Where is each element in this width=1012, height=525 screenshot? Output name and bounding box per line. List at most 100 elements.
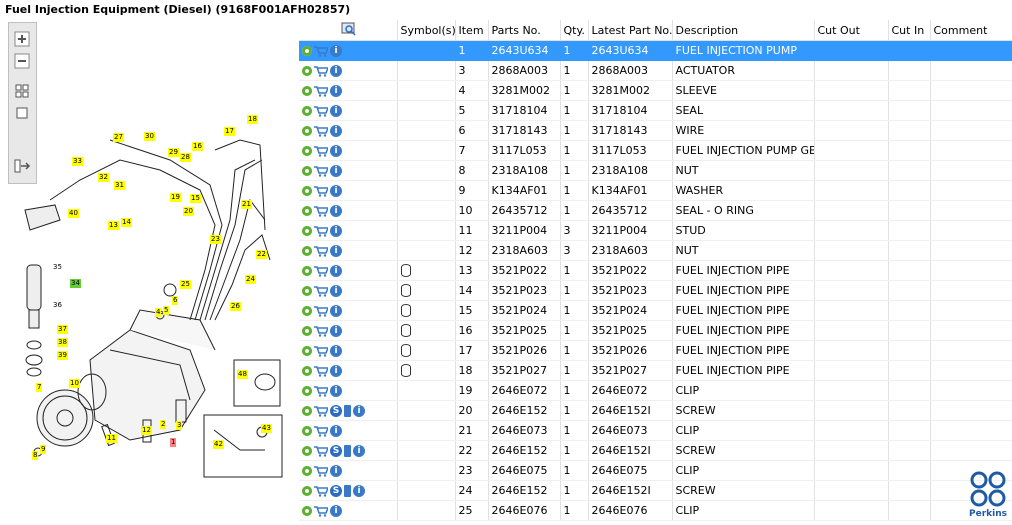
gear-icon[interactable] xyxy=(302,506,312,516)
info-icon[interactable]: i xyxy=(330,465,342,477)
grid-icon[interactable] xyxy=(13,83,31,101)
table-row[interactable]: i 17 3521P026 1 3521P026 FUEL INJECTION PIPE xyxy=(299,340,1012,361)
gear-icon[interactable] xyxy=(302,406,312,416)
callout-label[interactable]: 48 xyxy=(237,370,248,379)
callout-label[interactable]: 19 xyxy=(170,193,181,202)
info-icon[interactable]: i xyxy=(330,265,342,277)
plus-icon[interactable] xyxy=(13,31,31,49)
info-icon[interactable]: i xyxy=(330,305,342,317)
cart-icon[interactable] xyxy=(314,266,330,277)
info-icon[interactable]: i xyxy=(330,245,342,257)
callout-label[interactable]: 2 xyxy=(160,420,167,429)
callout-label[interactable]: 7 xyxy=(36,383,43,392)
service-icon[interactable]: S xyxy=(330,445,342,457)
cart-icon[interactable] xyxy=(314,246,330,257)
column-header-item[interactable]: Item xyxy=(455,20,489,41)
square-icon[interactable] xyxy=(13,105,31,123)
callout-label[interactable]: 16 xyxy=(192,142,203,151)
info-icon[interactable]: i xyxy=(330,385,342,397)
callout-label[interactable]: 35 xyxy=(52,263,63,272)
callout-label[interactable]: 22 xyxy=(256,250,267,259)
info-icon[interactable]: i xyxy=(330,105,342,117)
cart-icon[interactable] xyxy=(314,386,330,397)
table-row[interactable]: i 11 3211P004 3 3211P004 STUD xyxy=(299,220,1012,241)
info-icon[interactable]: i xyxy=(330,205,342,217)
cart-icon[interactable] xyxy=(314,186,330,197)
callout-label[interactable]: 25 xyxy=(180,280,191,289)
callout-label[interactable]: 42 xyxy=(213,440,224,449)
search-icon[interactable] xyxy=(341,22,357,36)
callout-label[interactable]: 12 xyxy=(141,426,152,435)
info-icon[interactable]: i xyxy=(353,405,365,417)
table-row[interactable]: i 6 31718143 1 31718143 WIRE xyxy=(299,120,1012,141)
service-icon[interactable]: S xyxy=(330,485,342,497)
info-icon[interactable]: i xyxy=(330,45,342,57)
callout-label[interactable]: 36 xyxy=(52,301,63,310)
cart-icon[interactable] xyxy=(314,146,330,157)
column-header-qty[interactable]: Qty. xyxy=(560,20,589,41)
gear-icon[interactable] xyxy=(302,206,312,216)
table-row[interactable]: i 4 3281M002 1 3281M002 SLEEVE xyxy=(299,80,1012,101)
table-row[interactable]: i 9 K134AF01 1 K134AF01 WASHER xyxy=(299,180,1012,201)
gear-icon[interactable] xyxy=(302,306,312,316)
cart-icon[interactable] xyxy=(314,466,330,477)
callout-label[interactable]: 38 xyxy=(57,338,68,347)
gear-icon[interactable] xyxy=(302,286,312,296)
gear-icon[interactable] xyxy=(302,66,312,76)
gear-icon[interactable] xyxy=(302,186,312,196)
column-header-description[interactable]: Description xyxy=(672,20,815,41)
gear-icon[interactable] xyxy=(302,446,312,456)
info-icon[interactable]: i xyxy=(330,125,342,137)
cart-icon[interactable] xyxy=(314,326,330,337)
callout-label[interactable]: 6 xyxy=(172,296,179,305)
info-icon[interactable]: i xyxy=(330,145,342,157)
gear-icon[interactable] xyxy=(302,86,312,96)
cart-icon[interactable] xyxy=(314,426,330,437)
callout-label[interactable]: 37 xyxy=(57,325,68,334)
book-icon[interactable] xyxy=(344,485,351,497)
table-row[interactable]: i 23 2646E075 1 2646E075 CLIP xyxy=(299,460,1012,481)
callout-label[interactable]: 18 xyxy=(247,115,258,124)
table-row[interactable]: i 25 2646E076 1 2646E076 CLIP xyxy=(299,500,1012,521)
callout-label[interactable]: 29 xyxy=(168,148,179,157)
column-header-symbols[interactable]: Symbol(s) xyxy=(397,20,456,41)
column-header-cut-out[interactable]: Cut Out xyxy=(814,20,889,41)
column-header-cut-in[interactable]: Cut In xyxy=(888,20,931,41)
callout-label[interactable]: 27 xyxy=(113,133,124,142)
gear-icon[interactable] xyxy=(302,106,312,116)
gear-icon[interactable] xyxy=(302,146,312,156)
callout-label[interactable]: 8 xyxy=(32,451,39,460)
gear-icon[interactable] xyxy=(302,346,312,356)
info-icon[interactable]: i xyxy=(330,505,342,517)
gear-icon[interactable] xyxy=(302,466,312,476)
table-row[interactable]: i 1 2643U634 1 2643U634 FUEL INJECTION PUMP xyxy=(299,40,1012,61)
cart-icon[interactable] xyxy=(314,106,330,117)
column-header-parts-no[interactable]: Parts No. xyxy=(488,20,561,41)
cart-icon[interactable] xyxy=(314,346,330,357)
callout-label[interactable]: 28 xyxy=(180,153,191,162)
table-row[interactable]: i 5 31718104 1 31718104 SEAL xyxy=(299,100,1012,121)
callout-label[interactable]: 30 xyxy=(144,132,155,141)
book-icon[interactable] xyxy=(344,405,351,417)
callout-label[interactable]: 9 xyxy=(40,445,47,454)
gear-icon[interactable] xyxy=(302,366,312,376)
callout-label[interactable]: 40 xyxy=(68,209,79,218)
callout-label[interactable]: 10 xyxy=(69,379,80,388)
callout-label[interactable]: 43 xyxy=(261,424,272,433)
callout-label[interactable]: 4 xyxy=(155,308,162,317)
cart-icon[interactable] xyxy=(314,306,330,317)
table-row[interactable]: i 15 3521P024 1 3521P024 FUEL INJECTION PIPE xyxy=(299,300,1012,321)
cart-icon[interactable] xyxy=(314,66,330,77)
info-icon[interactable]: i xyxy=(353,445,365,457)
callout-label[interactable]: 17 xyxy=(224,127,235,136)
info-icon[interactable]: i xyxy=(330,345,342,357)
column-header-latest-part-no[interactable]: Latest Part No. xyxy=(588,20,673,41)
table-row[interactable]: i 3 2868A003 1 2868A003 ACTUATOR xyxy=(299,60,1012,81)
info-icon[interactable]: i xyxy=(330,65,342,77)
cart-icon[interactable] xyxy=(314,226,330,237)
table-row[interactable]: i 18 3521P027 1 3521P027 FUEL INJECTION PIPE xyxy=(299,360,1012,381)
info-icon[interactable]: i xyxy=(330,165,342,177)
